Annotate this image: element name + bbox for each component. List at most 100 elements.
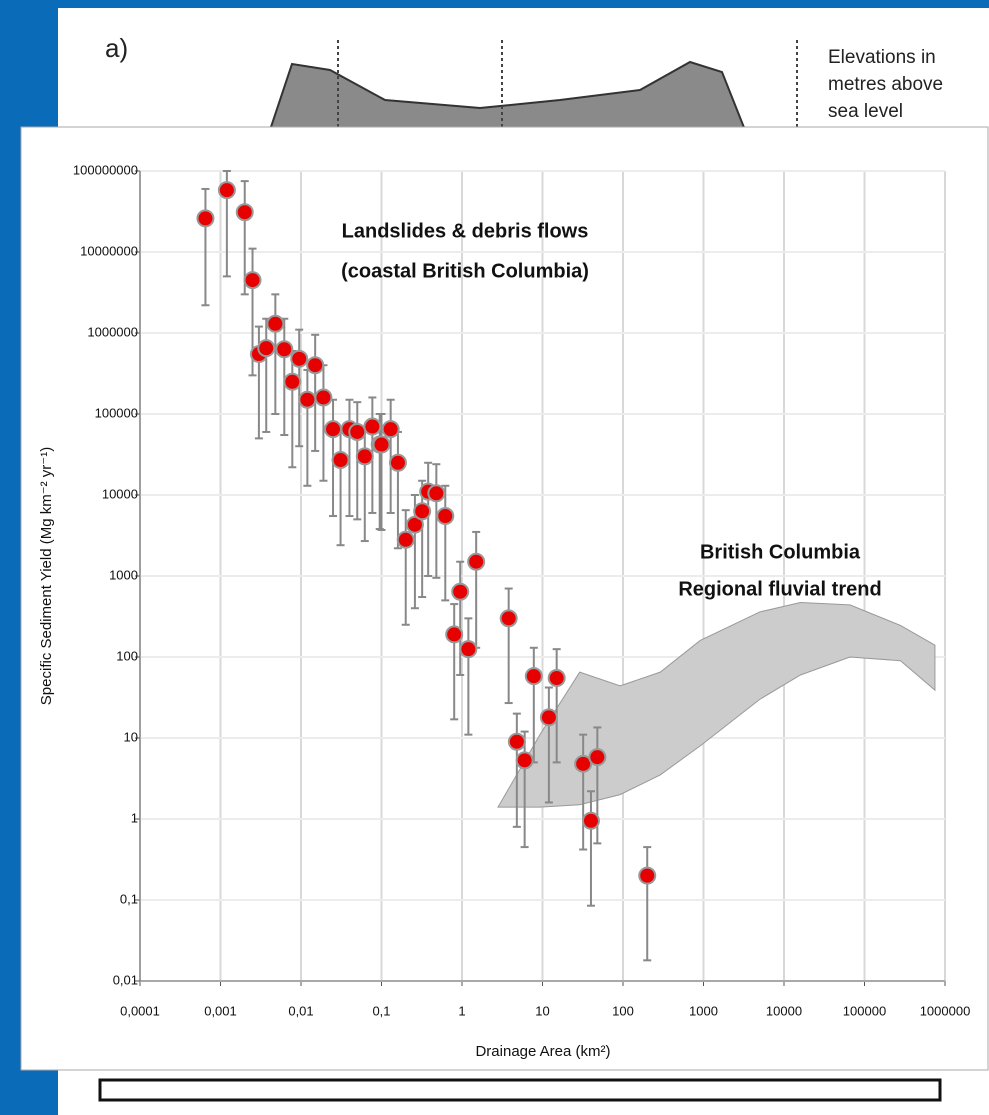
error-bar [377,413,386,531]
y-tick-label: 100000000 [73,162,138,177]
plot: 0,0001 0,001 0,01 0,1 1 10 100 1000 10000 100000 1… [73,162,970,1018]
point [445,625,464,644]
point [290,349,309,368]
x-tick-label: 0,01 [288,1003,313,1018]
x-tick-label: 1000 [689,1003,718,1018]
y-tick-label: 1 [131,810,138,825]
error-bar [441,484,450,602]
point [314,388,333,407]
y-tick-label: 0,1 [120,891,138,906]
error-bar [544,686,553,804]
error-bar [579,733,588,851]
y-tick-label: 10000 [102,486,138,501]
error-bar [386,398,395,514]
point [396,530,415,549]
point [355,447,374,466]
x-tick-label: 10 [535,1003,549,1018]
point [372,435,391,454]
point [427,484,446,503]
error-bar [424,461,433,577]
error-bar [240,180,249,296]
error-bar [311,333,320,452]
point [388,453,407,472]
point [539,708,558,727]
error-bar [552,648,561,764]
point [331,451,350,470]
point [515,751,534,770]
error-bar [512,712,521,828]
x-tick-label: 100 [612,1003,634,1018]
x-tick-label: 0,001 [204,1003,237,1018]
y-tick-label: 0,01 [113,972,138,987]
y-tick-label: 100000 [95,405,138,420]
annotation: Regional fluvial trend [678,578,881,600]
panel-label: a) [105,33,128,63]
point [413,502,432,521]
point [348,422,367,441]
point [324,420,343,439]
y-tick-label: 1000000 [87,324,138,339]
point [405,515,424,534]
point [257,339,276,358]
legend-text: Elevations in [828,47,936,68]
error-bar [520,730,529,849]
point [298,390,317,409]
x-tick-label: 100000 [843,1003,886,1018]
point [217,181,236,200]
x-tick-label: 0,0001 [120,1003,160,1018]
annotation: Landslides & debris flows [342,220,589,242]
error-bar [464,617,473,736]
error-bar [432,463,441,579]
bottom-box [98,1078,942,1102]
x-tick-label: 1 [458,1003,465,1018]
annotation: (coastal British Columbia) [341,260,589,282]
point [243,271,262,290]
y-tick-label: 1000 [109,567,138,582]
x-axis-label: Drainage Area (km²) [475,1043,610,1060]
error-bar [504,587,513,705]
point [524,667,543,686]
error-bar [643,846,652,962]
point [235,203,254,222]
point [499,609,518,628]
error-bar [586,790,595,907]
x-tick-label: 10000 [766,1003,802,1018]
y-tick-label: 10000000 [80,243,138,258]
point [196,209,215,228]
point [451,582,470,601]
x-tick-label: 1000000 [920,1003,971,1018]
point [581,811,600,830]
error-bar [450,603,459,721]
point [363,417,382,436]
error-bar [401,509,410,626]
error-bar [418,479,427,599]
point [459,640,478,659]
point [574,754,593,773]
section-lines [337,40,798,130]
point [275,340,294,359]
point [381,420,400,439]
error-bar [201,187,210,307]
error-bar [271,293,280,415]
point [547,669,566,688]
point [467,552,486,571]
legend-text: sea level [828,101,903,122]
error-bar [295,328,304,448]
error-bar [456,560,465,676]
y-axis-label: Specific Sediment Yield (Mg km⁻² yr⁻¹) [38,447,55,705]
point [507,732,526,751]
chart-panel [20,126,989,1071]
error-bar [345,398,354,518]
point [436,507,455,526]
annotation: British Columbia [700,541,861,563]
y-tick-label: 100 [116,648,138,663]
trend-band [497,602,936,808]
point [638,866,657,885]
point [588,748,607,767]
x-tick-label: 0,1 [372,1003,390,1018]
y-tick-label: 10 [124,729,138,744]
point [283,372,302,391]
point [306,356,325,375]
